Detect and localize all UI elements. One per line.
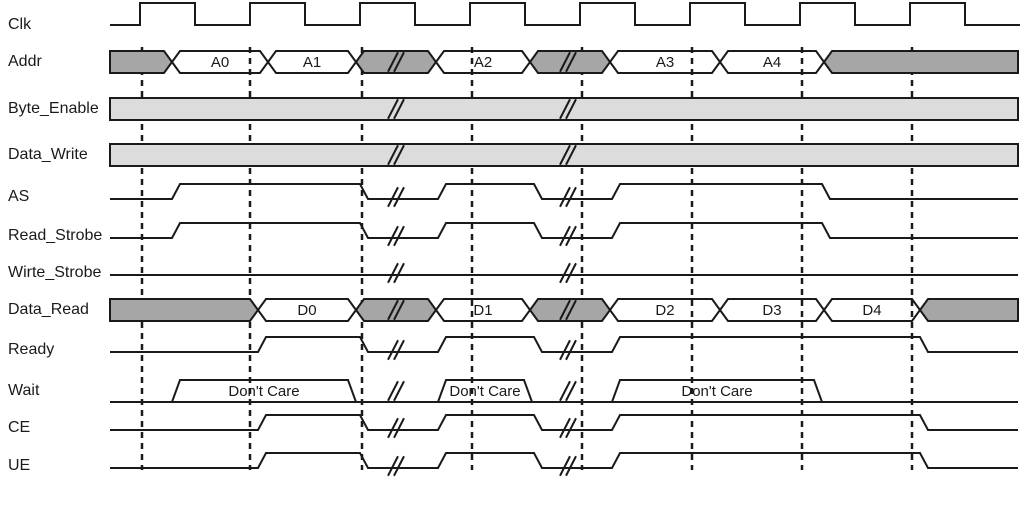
bus-value-label: D0 [297, 302, 316, 319]
clk-waveform [110, 3, 1020, 25]
bus-value-label: D3 [762, 302, 781, 319]
bus-segment-fill [110, 51, 172, 73]
bus-value-label: A2 [474, 54, 492, 71]
signal-label: Data_Read [8, 301, 89, 318]
signal-label: Clk [8, 16, 32, 33]
signal-label: CE [8, 419, 30, 436]
signal-label: AS [8, 188, 29, 205]
signal-label: Wirte_Strobe [8, 264, 101, 281]
logic-waveform [110, 415, 1018, 430]
signal-label: Ready [8, 341, 54, 358]
bus-segment-fill [110, 299, 258, 321]
bus-value-label: Don't Care [681, 383, 752, 400]
bus-value-label: Don't Care [449, 383, 520, 400]
logic-waveform [110, 337, 1018, 352]
logic-waveform [110, 184, 1018, 199]
signal-label: Addr [8, 53, 42, 70]
bus-value-label: D1 [473, 302, 492, 319]
bus-segment-fill [824, 51, 1018, 73]
bus-segment-fill [920, 299, 1018, 321]
bus-value-label: D4 [862, 302, 881, 319]
logic-waveform [110, 453, 1018, 468]
bus-value-label: A3 [656, 54, 674, 71]
bus-value-label: D2 [655, 302, 674, 319]
logic-waveform [110, 223, 1018, 238]
signal-label: Wait [8, 382, 40, 399]
bus-value-label: A1 [303, 54, 321, 71]
signal-label: Byte_Enable [8, 100, 99, 117]
bus-value-label: A0 [211, 54, 229, 71]
signal-label: Data_Write [8, 146, 88, 163]
bus-value-label: A4 [763, 54, 781, 71]
bus-value-label: Don't Care [228, 383, 299, 400]
signal-label: UE [8, 457, 30, 474]
signal-label: Read_Strobe [8, 227, 102, 244]
